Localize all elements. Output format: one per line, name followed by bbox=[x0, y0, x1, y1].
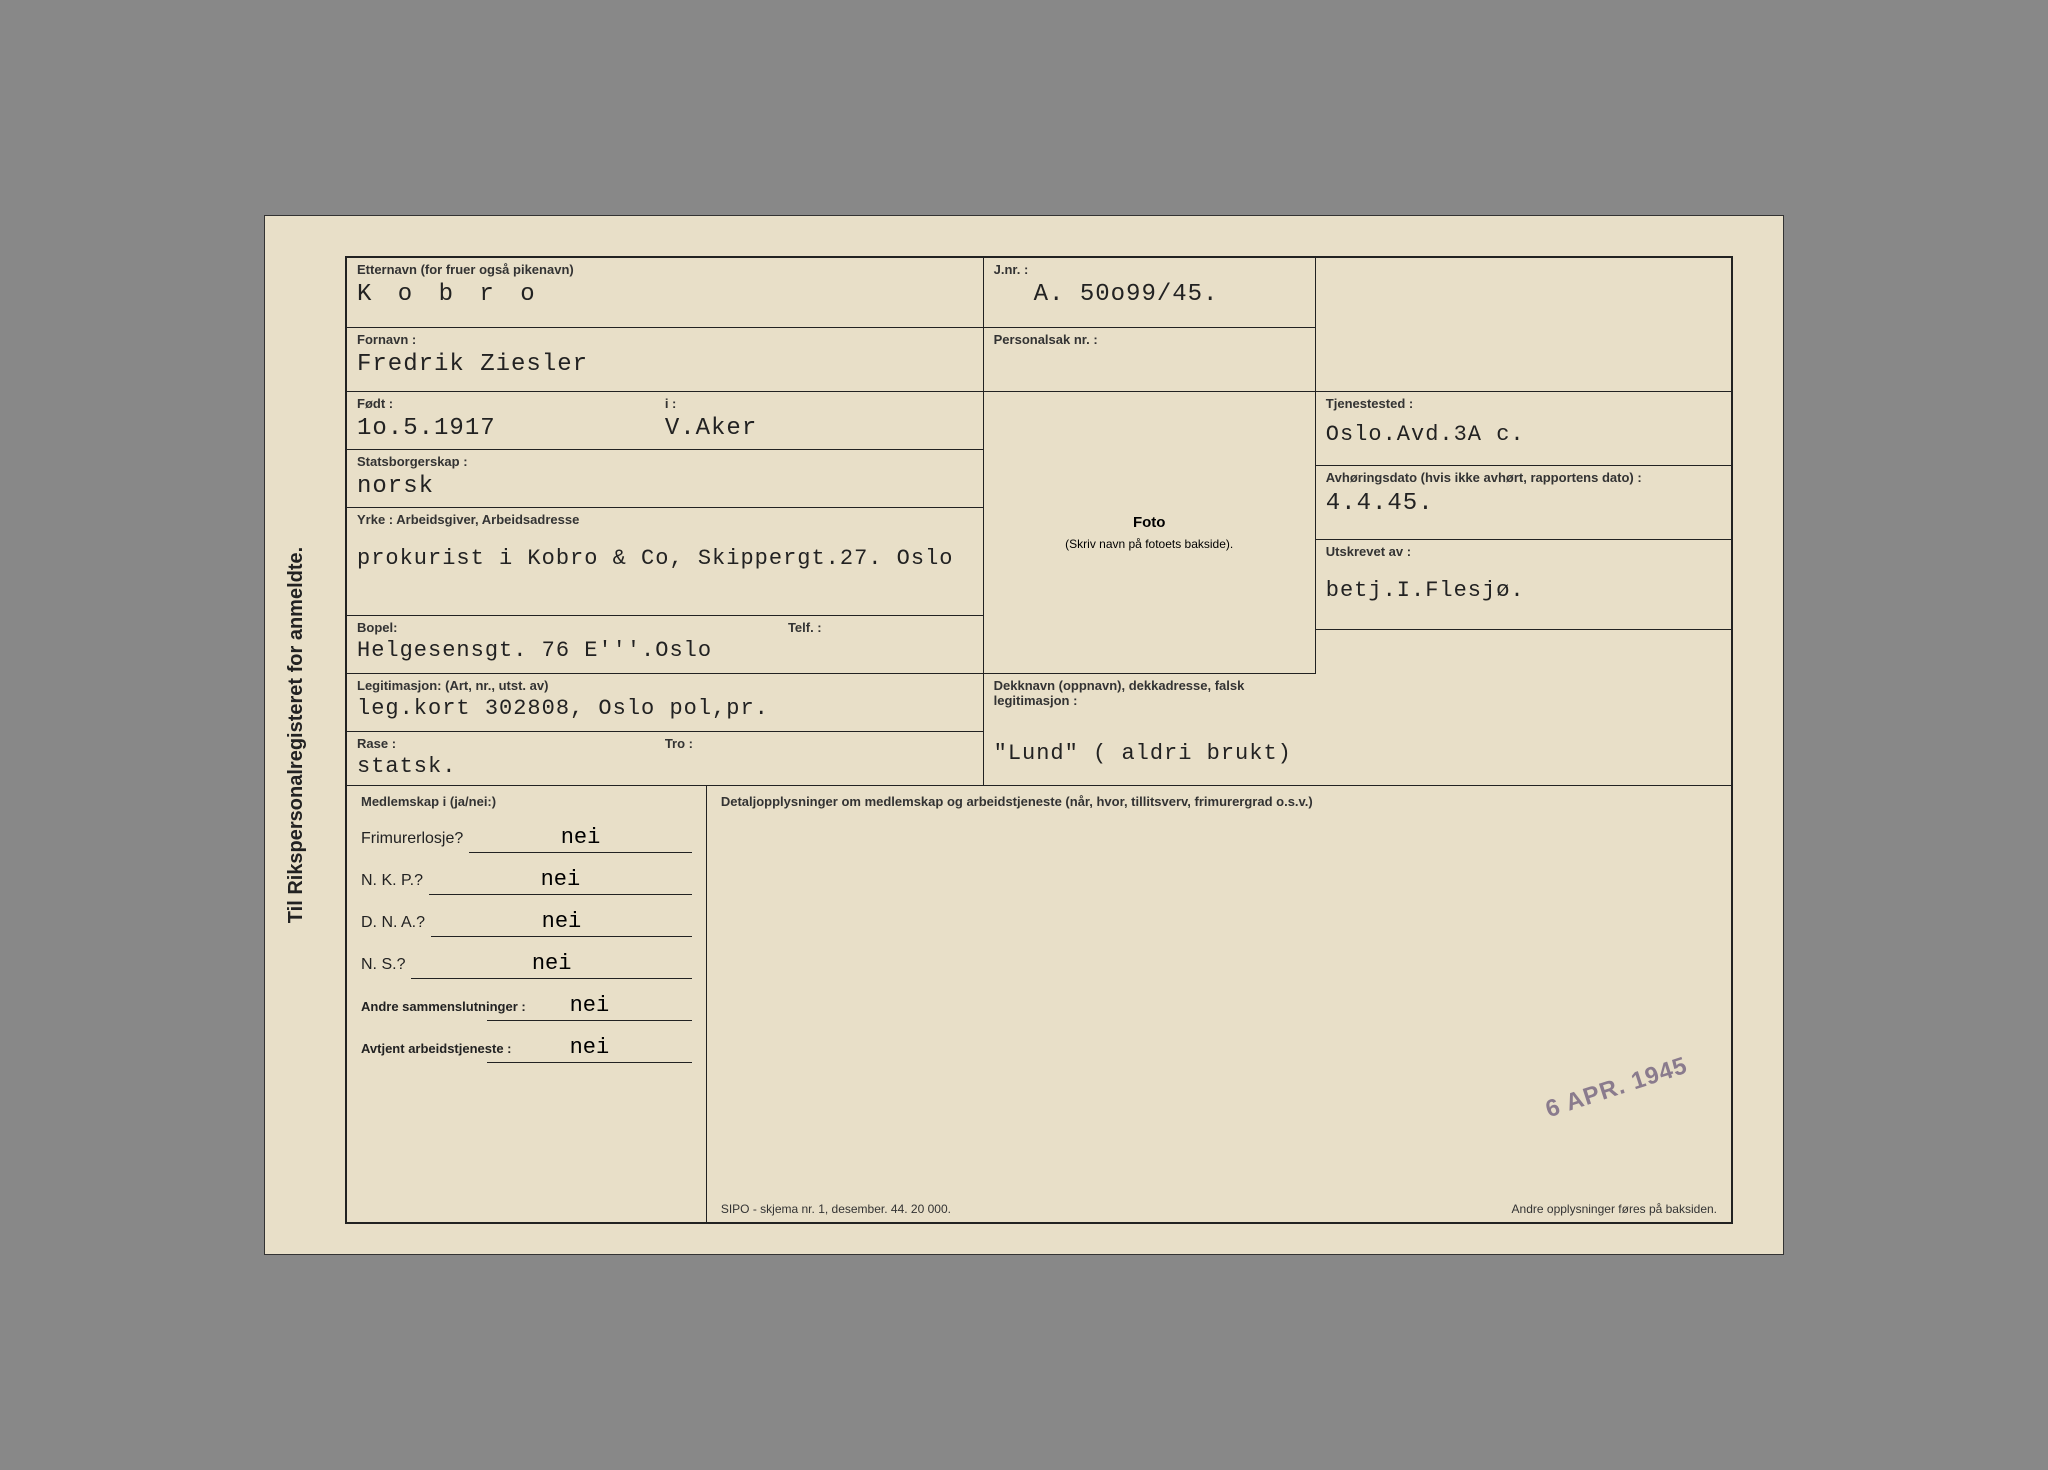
footer-left: SIPO - skjema nr. 1, desember. 44. 20 00… bbox=[721, 1202, 951, 1216]
label-statsborgerskap: Statsborgerskap : bbox=[357, 454, 973, 469]
field-jnr: J.nr. : A. 50o99/45. bbox=[984, 258, 1316, 328]
foto-placeholder: Foto (Skriv navn på fotoets bakside). bbox=[984, 392, 1316, 674]
label-andre: Andre sammenslutninger : bbox=[361, 999, 481, 1014]
side-title: Til Rikspersonalregisteret for anmeldte. bbox=[285, 547, 308, 923]
label-fodt-i: i : bbox=[665, 396, 973, 411]
row-frimurer: Frimurerlosje? nei bbox=[361, 825, 692, 853]
value-nkp: nei bbox=[429, 867, 692, 895]
value-rase: statsk. bbox=[357, 754, 456, 779]
bottom-section: Medlemskap i (ja/nei:) Frimurerlosje? ne… bbox=[347, 786, 1731, 1222]
label-etternavn: Etternavn (for fruer også pikenavn) bbox=[357, 262, 973, 277]
field-fodt: Født : 1o.5.1917 i : V.Aker bbox=[347, 392, 984, 450]
detail-column: Detaljopplysninger om medlemskap og arbe… bbox=[707, 786, 1731, 1222]
label-frimurer: Frimurerlosje? bbox=[361, 830, 463, 848]
right-merge-dekk bbox=[1316, 630, 1731, 786]
label-yrke: Yrke : Arbeidsgiver, Arbeidsadresse bbox=[357, 512, 973, 527]
value-utskrevet: betj.I.Flesjø. bbox=[1326, 578, 1525, 603]
row-dna: D. N. A.? nei bbox=[361, 909, 692, 937]
row-ns: N. S.? nei bbox=[361, 951, 692, 979]
value-avtjent: nei bbox=[487, 1035, 692, 1063]
field-yrke: Yrke : Arbeidsgiver, Arbeidsadresse prok… bbox=[347, 508, 984, 616]
value-etternavn: K o b r o bbox=[357, 281, 541, 308]
right-column: Tjenestested : Oslo.Avd.3A c. Avhøringsd… bbox=[1316, 258, 1731, 786]
row-avtjent: Avtjent arbeidstjeneste : nei bbox=[361, 1035, 692, 1063]
value-jnr: A. 50o99/45. bbox=[994, 281, 1219, 308]
value-tjenestested: Oslo.Avd.3A c. bbox=[1326, 422, 1525, 447]
label-fodt: Født : bbox=[357, 396, 665, 411]
value-andre: nei bbox=[487, 993, 692, 1021]
label-ns: N. S.? bbox=[361, 956, 405, 974]
value-dna: nei bbox=[431, 909, 692, 937]
membership-column: Medlemskap i (ja/nei:) Frimurerlosje? ne… bbox=[347, 786, 707, 1222]
field-tjenestested: Tjenestested : Oslo.Avd.3A c. bbox=[1316, 392, 1731, 466]
label-avhoringsdato: Avhøringsdato (hvis ikke avhørt, rapport… bbox=[1326, 470, 1721, 486]
field-dekknavn: Dekknavn (oppnavn), dekkadresse, falsk l… bbox=[984, 674, 1316, 786]
label-foto: Foto bbox=[1133, 514, 1165, 531]
left-column: Etternavn (for fruer også pikenavn) K o … bbox=[347, 258, 984, 786]
label-tro: Tro : bbox=[665, 736, 973, 751]
label-avtjent: Avtjent arbeidstjeneste : bbox=[361, 1041, 481, 1056]
field-utskrevet: Utskrevet av : betj.I.Flesjø. bbox=[1316, 540, 1731, 630]
label-jnr: J.nr. : bbox=[994, 262, 1305, 277]
row-nkp: N. K. P.? nei bbox=[361, 867, 692, 895]
label-personalsak: Personalsak nr. : bbox=[994, 332, 1305, 347]
field-avhoringsdato: Avhøringsdato (hvis ikke avhørt, rapport… bbox=[1316, 466, 1731, 540]
label-rase: Rase : bbox=[357, 736, 665, 751]
top-section: Etternavn (for fruer også pikenavn) K o … bbox=[347, 258, 1731, 786]
value-fodt: 1o.5.1917 bbox=[357, 415, 496, 442]
field-rase-tro: Rase : statsk. Tro : bbox=[347, 732, 984, 786]
field-bopel: Bopel: Helgesensgt. 76 E'''.Oslo Telf. : bbox=[347, 616, 984, 674]
form-frame: Etternavn (for fruer også pikenavn) K o … bbox=[345, 256, 1733, 1224]
label-detalj: Detaljopplysninger om medlemskap og arbe… bbox=[721, 794, 1717, 809]
label-fornavn: Fornavn : bbox=[357, 332, 973, 347]
value-fornavn: Fredrik Ziesler bbox=[357, 351, 588, 378]
record-card: Til Rikspersonalregisteret for anmeldte.… bbox=[264, 215, 1784, 1255]
footer-right: Andre opplysninger føres på baksiden. bbox=[1512, 1202, 1717, 1216]
value-statsborgerskap: norsk bbox=[357, 473, 434, 500]
row-andre: Andre sammenslutninger : nei bbox=[361, 993, 692, 1021]
value-yrke: prokurist i Kobro & Co, Skippergt.27. Os… bbox=[357, 546, 954, 571]
label-telf: Telf. : bbox=[788, 620, 973, 635]
middle-column: J.nr. : A. 50o99/45. Personalsak nr. : F… bbox=[984, 258, 1316, 786]
value-avhoringsdato: 4.4.45. bbox=[1326, 490, 1434, 517]
value-dekknavn: "Lund" ( aldri brukt) bbox=[994, 741, 1292, 766]
label-medlemskap: Medlemskap i (ja/nei:) bbox=[361, 794, 692, 809]
label-tjenestested: Tjenestested : bbox=[1326, 396, 1721, 411]
label-bopel: Bopel: bbox=[357, 620, 788, 635]
right-merge-jnr bbox=[1316, 258, 1731, 392]
label-dna: D. N. A.? bbox=[361, 914, 425, 932]
label-dekknavn: Dekknavn (oppnavn), dekkadresse, falsk l… bbox=[994, 678, 1306, 708]
value-bopel: Helgesensgt. 76 E'''.Oslo bbox=[357, 638, 712, 663]
label-utskrevet: Utskrevet av : bbox=[1326, 544, 1721, 559]
value-ns: nei bbox=[411, 951, 691, 979]
field-legitimasjon: Legitimasjon: (Art, nr., utst. av) leg.k… bbox=[347, 674, 984, 732]
field-fornavn: Fornavn : Fredrik Ziesler bbox=[347, 328, 984, 392]
label-legitimasjon: Legitimasjon: (Art, nr., utst. av) bbox=[357, 678, 973, 693]
footer: SIPO - skjema nr. 1, desember. 44. 20 00… bbox=[721, 1202, 1717, 1216]
field-etternavn: Etternavn (for fruer også pikenavn) K o … bbox=[347, 258, 984, 328]
value-legitimasjon: leg.kort 302808, Oslo pol,pr. bbox=[357, 696, 769, 721]
value-frimurer: nei bbox=[469, 825, 692, 853]
field-statsborgerskap: Statsborgerskap : norsk bbox=[347, 450, 984, 508]
label-nkp: N. K. P.? bbox=[361, 872, 423, 890]
date-stamp: 6 APR. 1945 bbox=[1543, 1052, 1692, 1124]
field-personalsak: Personalsak nr. : bbox=[984, 328, 1316, 392]
label-foto-sub: (Skriv navn på fotoets bakside). bbox=[1065, 537, 1233, 551]
value-fodt-i: V.Aker bbox=[665, 415, 757, 442]
